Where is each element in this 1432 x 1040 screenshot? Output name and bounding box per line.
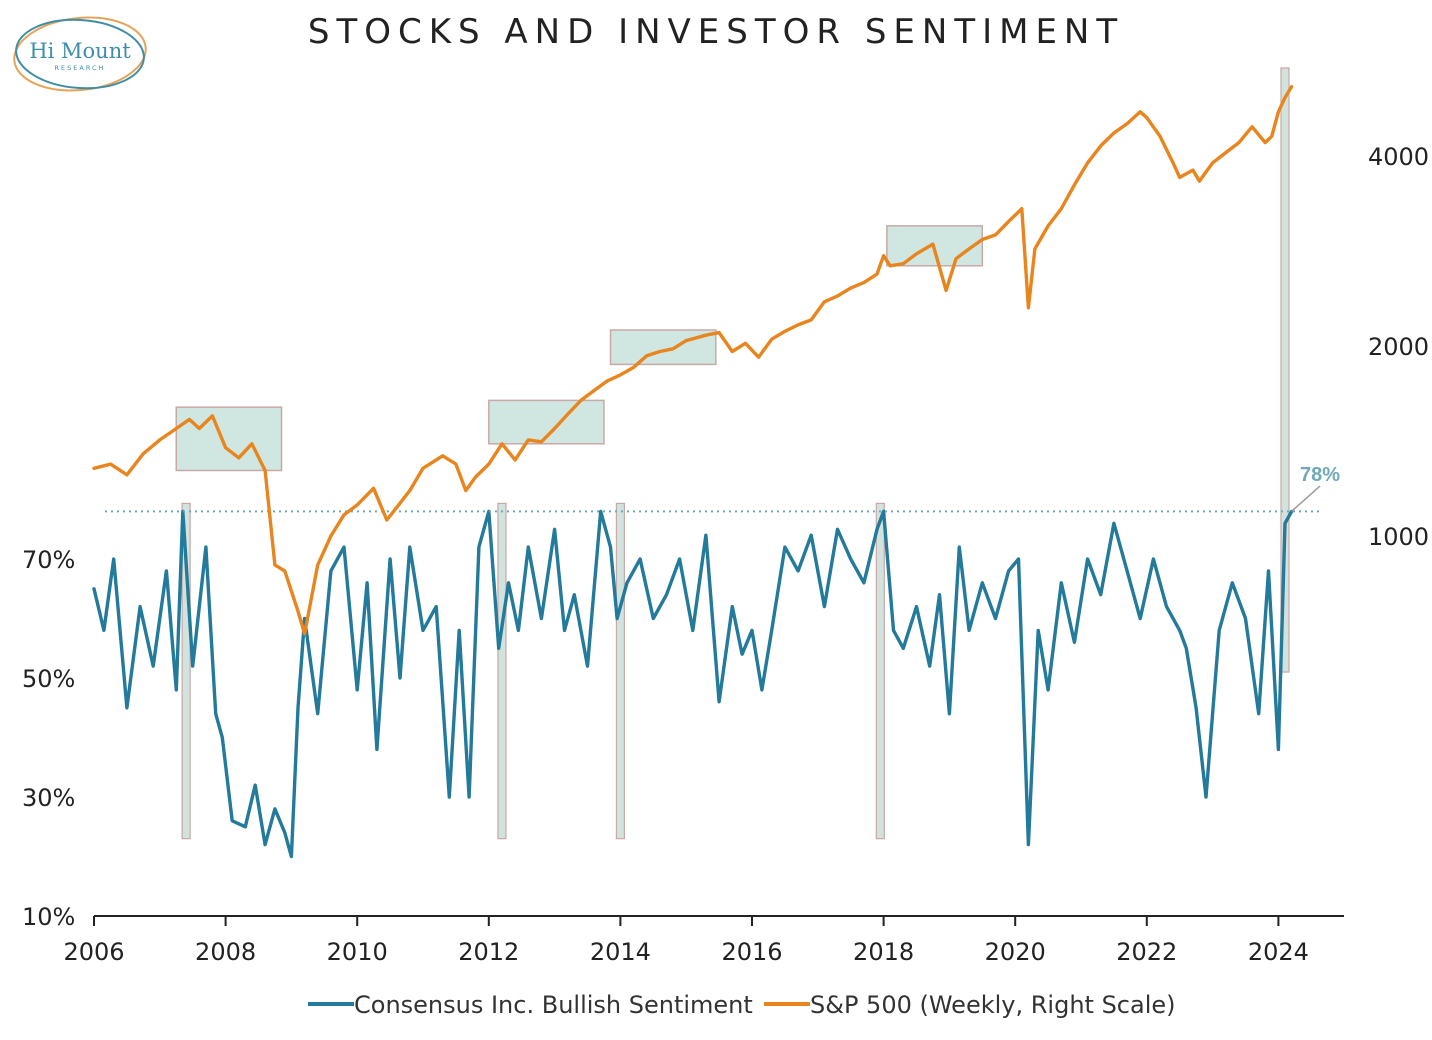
sp500-line [92, 84, 1294, 636]
x-tick-label: 2012 [458, 938, 519, 966]
x-tick-label: 2024 [1248, 938, 1309, 966]
x-tick-label: 2016 [721, 938, 782, 966]
highlight-bar-1 [181, 502, 191, 840]
x-tick-label: 2022 [1116, 938, 1177, 966]
highlight-bars [181, 67, 1290, 840]
highlight-boxes [175, 225, 984, 472]
legend: Consensus Inc. Bullish Sentiment S&P 500 … [308, 991, 1176, 1019]
series-layer: 78% [92, 84, 1340, 859]
highlight-bar-2 [497, 502, 507, 840]
highlight-bar-5 [1280, 67, 1290, 673]
x-tick-label: 2006 [63, 938, 124, 966]
highlight-box-1 [175, 406, 283, 472]
legend-label-2: S&P 500 (Weekly, Right Scale) [810, 991, 1176, 1019]
y-right-tick-label: 2000 [1368, 333, 1429, 361]
logo-name: Hi Mount [29, 39, 131, 63]
logo: Hi Mount RESEARCH [13, 16, 147, 92]
sentiment-line [92, 509, 1294, 859]
y-left-tick-label: 30% [22, 784, 75, 812]
y-left-tick-label: 50% [22, 665, 75, 693]
reference-leader-line [1291, 485, 1321, 512]
highlight-box-2 [488, 399, 605, 445]
logo-ring-orange [13, 16, 147, 92]
axes: 2006 2008 2010 2012 2014 2016 2018 2020 2022 2024… [22, 143, 1429, 966]
x-tick-label: 2008 [195, 938, 256, 966]
logo-tagline: RESEARCH [55, 64, 106, 72]
logo-ring-blue [15, 18, 145, 90]
x-tick-label: 2020 [985, 938, 1046, 966]
highlight-bar-4 [875, 502, 885, 840]
x-tick-label: 2018 [853, 938, 914, 966]
y-right-tick-label: 4000 [1368, 143, 1429, 171]
reference-label: 78% [1300, 464, 1340, 486]
legend-label-1: Consensus Inc. Bullish Sentiment [354, 991, 753, 1019]
y-left-tick-label: 10% [22, 903, 75, 931]
x-tick-label: 2014 [590, 938, 651, 966]
highlight-bar-3 [615, 502, 626, 840]
y-right-tick-label: 1000 [1368, 523, 1429, 551]
x-tick-label: 2010 [327, 938, 388, 966]
chart-title: STOCKS AND INVESTOR SENTIMENT [307, 12, 1125, 52]
y-left-tick-label: 70% [22, 546, 75, 574]
